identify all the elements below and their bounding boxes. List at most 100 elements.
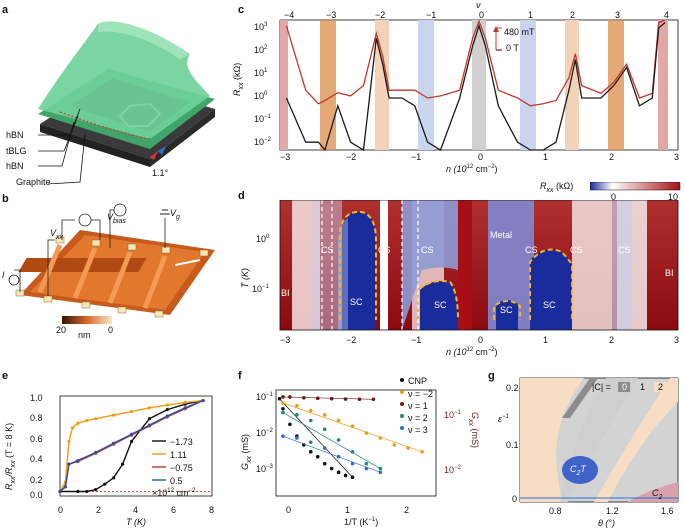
f-legend-nu1: ν = 1 — [408, 401, 428, 411]
e-point — [94, 450, 98, 454]
f-point — [295, 403, 299, 408]
f-point — [295, 413, 299, 417]
region-cs: CS — [321, 245, 334, 255]
c-series-0 — [285, 19, 666, 107]
c-ytick: 100 — [254, 91, 268, 101]
d-xtick: 3 — [674, 335, 680, 345]
f-ytick: 10−3 — [256, 464, 273, 474]
e-point — [85, 418, 89, 423]
g-region-c2: C2 — [652, 488, 663, 501]
label-current: I — [2, 270, 5, 280]
f-point — [343, 473, 348, 478]
g-xlabel: θ (°) — [598, 518, 615, 528]
e-point — [147, 406, 152, 410]
region-sc: SC — [434, 300, 447, 310]
f-point — [364, 461, 369, 466]
nu-tick: 0 — [479, 10, 485, 20]
colorbar-min: 0 — [108, 325, 114, 335]
c-xtick: 1 — [543, 152, 549, 162]
f-legend-nu3: ν = 3 — [408, 425, 428, 435]
e-point — [112, 476, 116, 480]
c-xlabel: n (1012 cm−2) — [446, 164, 498, 174]
chart-e — [58, 395, 213, 497]
e-legend-2: 1.11 — [170, 450, 187, 460]
f-xtick: 0 — [286, 505, 292, 515]
bias-source-icon — [113, 203, 127, 217]
g-legend-1: 1 — [640, 382, 646, 392]
region-cs: CS — [378, 245, 391, 255]
f-point — [288, 422, 292, 427]
layer-tblg: tBLG — [6, 146, 27, 156]
e-point — [94, 417, 98, 421]
nu-tick: −4 — [284, 10, 295, 20]
c-ytick: 103 — [254, 22, 268, 32]
device-illustration — [38, 21, 215, 184]
c-ylabel: Rxx (kΩ) — [232, 62, 245, 96]
e-xtick: 6 — [171, 505, 177, 515]
d-xtick: −1 — [411, 335, 422, 345]
c-series-1 — [285, 21, 666, 152]
f-xtick: 2 — [404, 505, 410, 515]
d-xtick: 0 — [478, 335, 484, 345]
label-vxx: Vxx — [50, 228, 64, 241]
f-point — [336, 470, 341, 475]
e-ytick: 0.4 — [30, 454, 43, 464]
e-point — [147, 423, 152, 427]
nu-tick: −3 — [326, 10, 337, 20]
nu-tick: 2 — [570, 10, 576, 20]
f-xtick: 1 — [345, 505, 351, 515]
e-ytick: 0.8 — [30, 413, 43, 423]
layer-graphite: Graphite — [16, 177, 51, 187]
g-legend-label: |C| = — [592, 382, 611, 392]
e-point — [165, 408, 169, 412]
f-point — [322, 461, 327, 466]
g-legend-2: 2 — [658, 382, 664, 392]
e-point — [70, 426, 75, 430]
region-cs: CS — [570, 245, 583, 255]
f-fit-line — [282, 412, 381, 469]
e-point — [165, 403, 169, 407]
height-colorbar — [62, 316, 112, 324]
device-afm-image — [8, 203, 215, 324]
e-point — [183, 406, 187, 410]
e-point — [94, 488, 98, 492]
nu-axis-label: ν — [476, 0, 481, 10]
d-xtick: 1 — [543, 335, 549, 345]
f-legend-nu-2: ν = −2 — [408, 389, 434, 399]
nu-tick: 1 — [528, 10, 534, 20]
f-rytick: 10−2 — [444, 465, 461, 475]
c-ytick: 10−1 — [254, 114, 271, 124]
region-sc: SC — [543, 300, 556, 310]
colorbar-d-min: 0 — [611, 192, 617, 202]
c-ytick: 102 — [254, 45, 268, 55]
e-point — [129, 409, 134, 414]
f-point — [392, 443, 397, 447]
d-xtick: −2 — [346, 335, 357, 345]
f-rylabel: Gxx (mS) — [467, 412, 480, 449]
region-c2 — [520, 378, 584, 502]
c-ytick: 10−2 — [254, 137, 271, 147]
panel-a-letter: a — [2, 4, 9, 16]
f-legend-marker — [400, 414, 404, 418]
f-legend-nu2: ν = 2 — [408, 413, 428, 423]
e-ytick: 0.0 — [30, 490, 43, 500]
e-point — [120, 462, 125, 466]
f-point — [315, 396, 320, 401]
c-xtick: −2 — [346, 152, 357, 162]
f-point — [308, 418, 313, 423]
f-xlabel: 1/T (K−1) — [344, 517, 379, 527]
e-point — [165, 414, 169, 418]
heatmap-d — [279, 200, 679, 331]
region-bi-left: BI — [281, 288, 290, 298]
f-point — [308, 450, 313, 454]
panel-g-letter: g — [488, 370, 495, 382]
d-xtick: −3 — [280, 335, 291, 345]
c-xtick: 3 — [674, 152, 680, 162]
e-xtick: 8 — [209, 505, 215, 515]
nu-tick: −2 — [375, 10, 386, 20]
layer-hbn-top: hBN — [6, 130, 24, 140]
c-xtick: 0 — [478, 152, 484, 162]
voltmeter-xx-icon — [78, 213, 92, 227]
f-point — [322, 427, 327, 432]
e-xtick: 4 — [133, 505, 139, 515]
